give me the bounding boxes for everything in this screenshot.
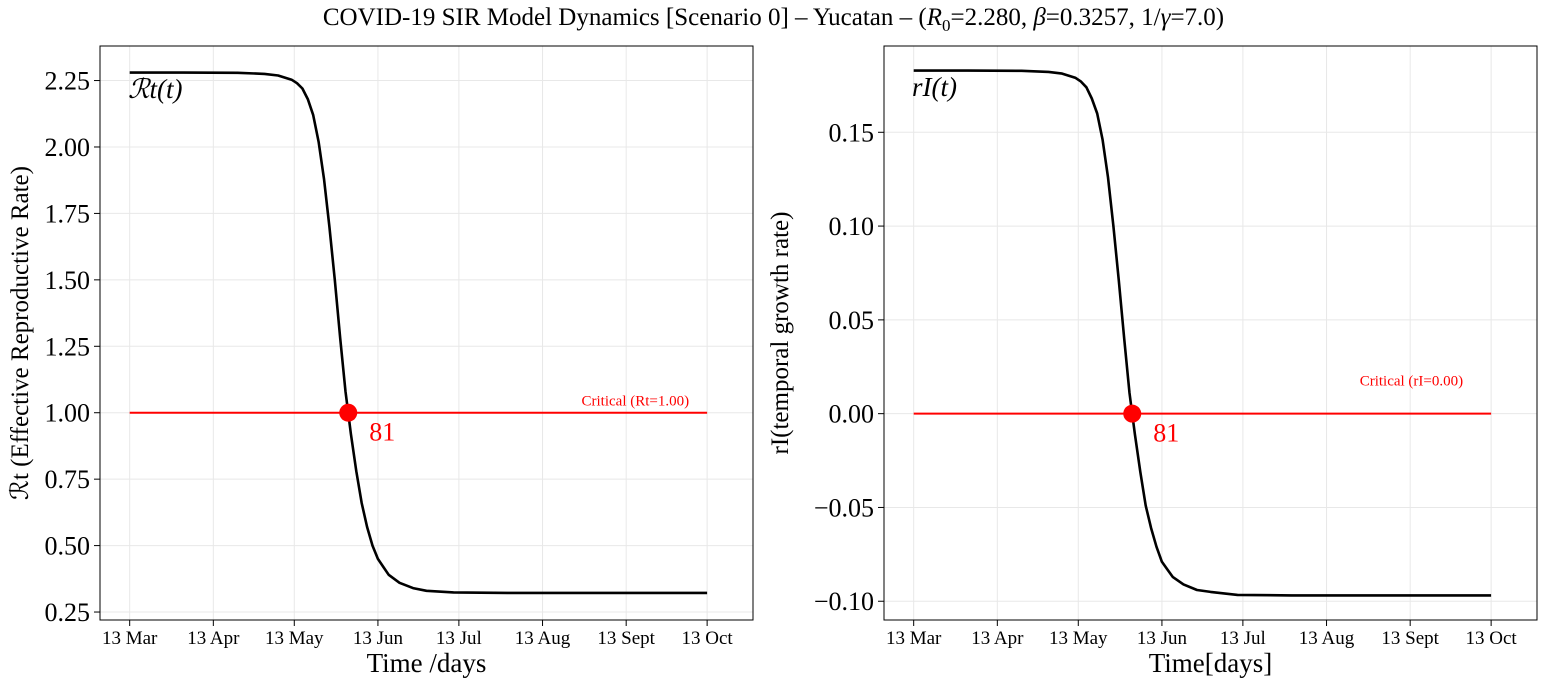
y-tick-label: 0.15 (829, 118, 875, 147)
plot-frame (883, 45, 1538, 621)
x-axis-label: Time /days (367, 648, 487, 678)
y-tick-label: 0.00 (829, 400, 875, 429)
crossing-point-label: 81 (1153, 419, 1179, 448)
x-tick-label: 13 Sept (597, 628, 655, 649)
crossing-point-marker (339, 403, 358, 422)
y-tick-label: 1.25 (45, 332, 91, 361)
x-tick-label: 13 Jun (353, 628, 404, 649)
y-tick-label: 2.25 (45, 67, 91, 96)
y-tick-label: 0.75 (45, 465, 91, 494)
y-tick-label: 0.50 (45, 532, 91, 561)
x-tick-label: 13 Mar (102, 628, 158, 649)
y-axis-label: rI(temporal growth rate) (767, 212, 794, 455)
left-chart-rt: 13 Mar 13 Apr 13 May 13 Jun 13 Jul 13 Aug 13 S… (7, 45, 754, 678)
plot-frame (99, 45, 754, 621)
figure-title: COVID-19 SIR Model Dynamics [Scenario 0]… (322, 4, 1225, 35)
y-tick-label: 2.00 (45, 133, 91, 162)
y-tick-label: 0.25 (45, 598, 91, 627)
x-tick-label: 13 Apr (187, 628, 240, 649)
curve-label: rI(t) (912, 72, 957, 102)
curve-label: ℛt(t) (128, 74, 183, 104)
x-tick-label: 13 Jul (1220, 628, 1266, 649)
critical-threshold-label: Critical (Rt=1.00) (582, 394, 690, 410)
x-tick-label: 13 May (1049, 628, 1108, 649)
right-chart-ri: 13 Mar 13 Apr 13 May 13 Jun 13 Jul 13 Aug 13 S… (767, 45, 1538, 678)
series-line (913, 69, 1492, 597)
x-tick-label: 13 Apr (971, 628, 1024, 649)
y-tick-label: 0.10 (829, 212, 875, 241)
x-tick-label: 13 Aug (1299, 628, 1355, 649)
y-tick-label: 1.00 (45, 399, 91, 428)
series-line (129, 71, 708, 595)
y-tick-label: 1.75 (45, 199, 91, 228)
x-tick-label: 13 Sept (1381, 628, 1439, 649)
y-tick-label: −0.05 (814, 493, 874, 522)
critical-threshold-label: Critical (rI=0.00) (1360, 374, 1463, 390)
x-tick-label: 13 Oct (1466, 628, 1518, 649)
y-tick-label: 1.50 (45, 266, 91, 295)
crossing-point-marker (1123, 404, 1142, 423)
x-tick-label: 13 Jul (436, 628, 482, 649)
x-axis-label: Time[days] (1149, 648, 1273, 678)
x-tick-label: 13 May (265, 628, 324, 649)
x-tick-label: 13 Mar (886, 628, 942, 649)
crossing-point-label: 81 (369, 418, 395, 447)
y-tick-label: −0.10 (814, 587, 874, 616)
y-tick-label: 0.05 (829, 306, 875, 335)
x-tick-label: 13 Jun (1137, 628, 1188, 649)
y-axis-label: ℛt (Effective Reproductive Rate) (7, 166, 34, 500)
x-tick-label: 13 Oct (682, 628, 734, 649)
x-tick-label: 13 Aug (515, 628, 571, 649)
